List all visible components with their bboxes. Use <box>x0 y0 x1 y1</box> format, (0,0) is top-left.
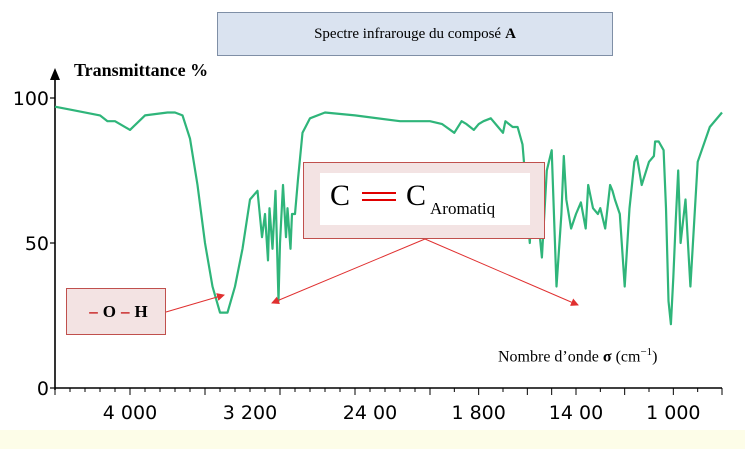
y-axis-arrowhead <box>50 68 60 80</box>
cc-carbon-2: C <box>406 179 427 212</box>
y-tick-label: 100 <box>13 88 49 110</box>
x-tick-label: 3 200 <box>223 402 277 424</box>
chart-title-compound: A <box>505 25 516 42</box>
oh-hydrogen: H <box>134 301 148 321</box>
chart-title: Spectre infrarouge du composé A <box>217 12 613 56</box>
x-tick-label: 24 00 <box>343 402 397 424</box>
x-tick-label: 1 000 <box>646 402 700 424</box>
oh-bond-dash: – <box>121 301 130 321</box>
x-axis-label: Nombre d’onde σ (cm−1) <box>498 346 657 366</box>
cc-arrow-left <box>271 238 426 304</box>
x-tick-label: 14 00 <box>549 402 603 424</box>
chart-series <box>54 105 723 326</box>
bottom-strip <box>0 430 745 449</box>
cc-formula: C C Aromatiq <box>320 173 530 225</box>
cc-arrow-right <box>424 238 579 306</box>
y-tick-label: 50 <box>25 233 49 255</box>
x-axis-label-unit-close: ) <box>652 348 658 366</box>
oh-arrow <box>165 293 225 313</box>
x-axis-label-symbol: σ <box>602 348 612 366</box>
x-axis-label-unit-open: (cm <box>615 348 641 366</box>
y-axis-label: Transmittance % <box>74 60 209 80</box>
x-tick-label: 1 800 <box>451 402 505 424</box>
cc-aromatic-annotation-box: C C Aromatiq <box>303 162 545 239</box>
cc-aromatic-subscript: Aromatiq <box>430 199 496 218</box>
spectrum-line <box>54 105 723 326</box>
x-tick-label: 4 000 <box>103 402 157 424</box>
annotation-arrows <box>165 238 579 313</box>
x-axis-label-prefix: Nombre d’onde <box>498 348 599 366</box>
chart-ticks: 100 50 0 4 000 3 200 24 00 1 800 14 00 1 000 <box>13 88 723 424</box>
oh-oxygen: O <box>102 301 116 321</box>
oh-left-dash: – <box>89 301 98 321</box>
oh-annotation-box: – O – H <box>66 288 166 335</box>
x-axis-label-unit-exp: −1 <box>640 346 653 358</box>
chart-title-text: Spectre infrarouge du composé <box>314 25 502 42</box>
double-bond-icon <box>362 190 396 202</box>
y-tick-label: 0 <box>37 378 49 400</box>
chart-axes <box>50 68 722 390</box>
cc-carbon-1: C <box>330 179 351 212</box>
